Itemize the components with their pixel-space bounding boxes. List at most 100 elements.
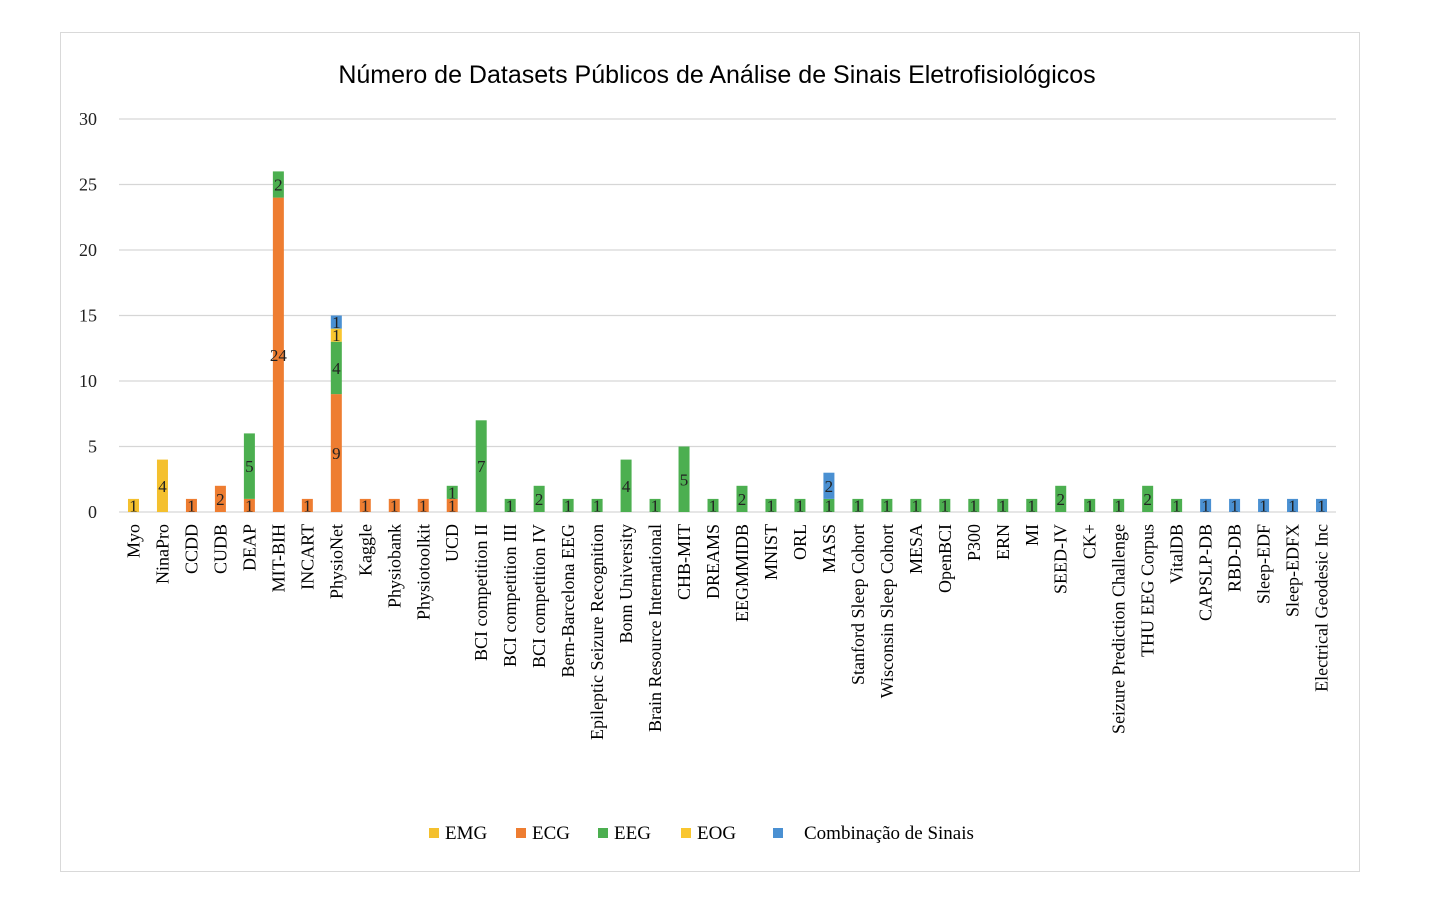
data-label: 1 bbox=[1028, 496, 1037, 515]
data-label: 2 bbox=[1056, 490, 1065, 509]
x-tick-label: EEGMMIDB bbox=[732, 524, 752, 622]
data-label: 1 bbox=[1230, 496, 1239, 515]
x-axis-ticks: Myo NinaPro CCDD CUDB DEAP MIT-BIH INCART Physi… bbox=[123, 524, 1331, 740]
data-label: 1 bbox=[883, 496, 892, 515]
bar-segment bbox=[272, 197, 284, 512]
bar-segment bbox=[736, 485, 748, 512]
bar-segment bbox=[823, 472, 835, 499]
x-tick-label: VitalDB bbox=[1167, 524, 1187, 584]
bar-segment bbox=[1055, 485, 1067, 512]
y-tick-label: 30 bbox=[79, 109, 97, 129]
x-tick-label: UCD bbox=[442, 524, 462, 562]
x-tick-label: Wisconsin Sleep Cohort bbox=[877, 524, 897, 698]
x-tick-label: SEED-IV bbox=[1051, 524, 1071, 594]
legend-swatch bbox=[516, 828, 526, 838]
x-tick-label: CHB-MIT bbox=[674, 524, 694, 600]
x-tick-label: Sleep-EDFX bbox=[1283, 524, 1303, 617]
data-label: 7 bbox=[477, 457, 486, 476]
bar-segment bbox=[446, 485, 458, 499]
legend-label: Combinação de Sinais bbox=[804, 823, 974, 844]
x-tick-label: CCDD bbox=[181, 524, 201, 574]
y-tick-label: 0 bbox=[88, 502, 97, 522]
data-label: 24 bbox=[270, 346, 288, 365]
data-label: 1 bbox=[854, 496, 863, 515]
data-label: 4 bbox=[158, 477, 167, 496]
data-label: 1 bbox=[593, 496, 602, 515]
bar-segment bbox=[185, 498, 197, 512]
y-tick-label: 20 bbox=[79, 240, 97, 260]
data-label: 1 bbox=[1288, 496, 1297, 515]
data-label: 1 bbox=[448, 496, 457, 515]
data-label: 1 bbox=[506, 496, 515, 515]
x-tick-label: Sleep-EDF bbox=[1254, 524, 1274, 604]
y-tick-label: 15 bbox=[79, 306, 97, 326]
bar-segment bbox=[388, 498, 400, 512]
data-label: 1 bbox=[1085, 496, 1094, 515]
legend-swatch bbox=[773, 828, 783, 838]
data-label: 1 bbox=[767, 496, 776, 515]
chart-svg: Número de Datasets Públicos de Análise d… bbox=[79, 61, 1336, 844]
data-label: 1 bbox=[332, 313, 341, 332]
bar-segment bbox=[330, 394, 342, 512]
data-label: 1 bbox=[245, 496, 254, 515]
data-label: 1 bbox=[651, 496, 660, 515]
data-label: 9 bbox=[332, 444, 341, 463]
bar-segment bbox=[475, 420, 487, 512]
data-label: 1 bbox=[825, 496, 834, 515]
chart-title: Número de Datasets Públicos de Análise d… bbox=[338, 61, 1095, 89]
x-tick-label: MNIST bbox=[761, 524, 781, 580]
bar-segment bbox=[1316, 498, 1328, 512]
data-label: 1 bbox=[564, 496, 573, 515]
bar-segment bbox=[1171, 498, 1183, 512]
data-label: 5 bbox=[245, 457, 254, 476]
legend-label: ECG bbox=[532, 823, 570, 844]
bar-segment bbox=[562, 498, 574, 512]
bar-segment bbox=[794, 498, 806, 512]
bar-segment bbox=[1142, 485, 1154, 512]
x-tick-label: Epileptic Seizure Recognition bbox=[587, 524, 607, 740]
bar-segment bbox=[1026, 498, 1038, 512]
bar-segment bbox=[997, 498, 1009, 512]
x-tick-label: Stanford Sleep Cohort bbox=[848, 524, 868, 685]
data-label: 1 bbox=[187, 496, 196, 515]
legend-swatch bbox=[598, 828, 608, 838]
x-tick-label: PhysioNet bbox=[326, 524, 346, 599]
legend-swatch bbox=[429, 828, 439, 838]
bar-segment bbox=[243, 498, 255, 512]
bar-segment bbox=[1200, 498, 1212, 512]
legend: EMG ECG EEG EOG Combinação de Sinais bbox=[429, 823, 974, 844]
data-label: 1 bbox=[912, 496, 921, 515]
x-tick-label: BCI competition II bbox=[471, 524, 491, 661]
data-label: 1 bbox=[303, 496, 312, 515]
bar-segment bbox=[243, 433, 255, 499]
x-tick-label: MI bbox=[1022, 524, 1042, 546]
data-label: 1 bbox=[796, 496, 805, 515]
bar-segment bbox=[359, 498, 371, 512]
legend-label: EOG bbox=[697, 823, 736, 844]
x-tick-label: Myo bbox=[123, 524, 143, 558]
bar-segment bbox=[446, 498, 458, 512]
y-tick-label: 25 bbox=[79, 175, 97, 195]
data-label: 1 bbox=[709, 496, 718, 515]
data-label: 1 bbox=[1201, 496, 1210, 515]
x-tick-label: DEAP bbox=[239, 524, 259, 571]
x-tick-label: CUDB bbox=[210, 524, 230, 574]
bar-segment bbox=[533, 485, 545, 512]
bar-segment bbox=[272, 171, 284, 198]
x-tick-label: BCI competition III bbox=[500, 524, 520, 667]
bar-segment bbox=[330, 328, 342, 342]
x-tick-label: CK+ bbox=[1080, 524, 1100, 559]
data-label: 1 bbox=[1114, 496, 1123, 515]
data-label: 2 bbox=[216, 490, 225, 509]
bar-segment bbox=[1113, 498, 1125, 512]
x-tick-label: Kaggle bbox=[355, 524, 375, 576]
x-tick-label: RBD-DB bbox=[1225, 524, 1245, 592]
bar-segment bbox=[301, 498, 313, 512]
data-label: 1 bbox=[970, 496, 979, 515]
x-tick-label: MESA bbox=[906, 524, 926, 574]
x-tick-label: CAPSLP-DB bbox=[1196, 524, 1216, 621]
x-tick-label: BCI competition IV bbox=[529, 524, 549, 668]
bar-segment bbox=[910, 498, 922, 512]
data-label: 4 bbox=[332, 359, 341, 378]
bar-segment bbox=[1258, 498, 1270, 512]
